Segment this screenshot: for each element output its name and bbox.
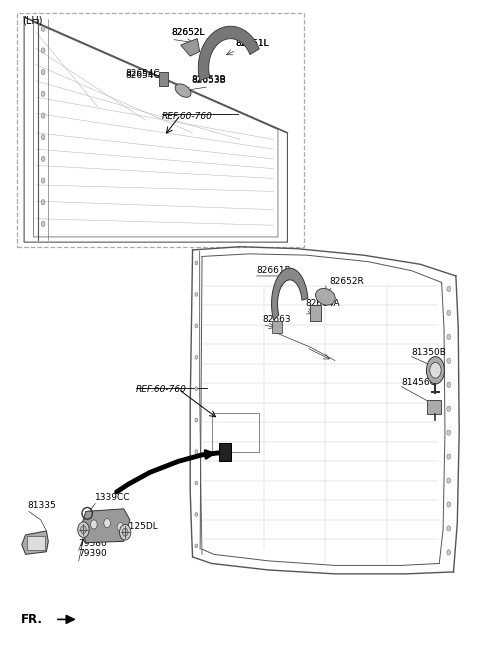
Circle shape bbox=[447, 550, 451, 555]
Text: 1339CC: 1339CC bbox=[96, 493, 131, 502]
Text: 82651L: 82651L bbox=[235, 39, 269, 49]
Text: REF.60-760: REF.60-760 bbox=[136, 385, 187, 394]
Polygon shape bbox=[81, 509, 130, 543]
Text: 82654C: 82654C bbox=[125, 70, 160, 78]
Circle shape bbox=[41, 48, 45, 53]
Circle shape bbox=[41, 178, 45, 183]
Ellipse shape bbox=[426, 357, 444, 384]
Circle shape bbox=[195, 324, 198, 328]
Polygon shape bbox=[198, 26, 259, 81]
Text: 82663: 82663 bbox=[263, 315, 291, 324]
Circle shape bbox=[41, 199, 45, 205]
Text: 82664A: 82664A bbox=[305, 300, 340, 308]
Text: 82661R: 82661R bbox=[257, 266, 291, 275]
Circle shape bbox=[447, 406, 451, 411]
Circle shape bbox=[41, 26, 45, 31]
Circle shape bbox=[195, 512, 198, 516]
Circle shape bbox=[447, 502, 451, 507]
Circle shape bbox=[447, 454, 451, 459]
Circle shape bbox=[447, 335, 451, 339]
Circle shape bbox=[104, 519, 110, 527]
Circle shape bbox=[447, 430, 451, 436]
Bar bbox=[159, 72, 168, 86]
Circle shape bbox=[447, 478, 451, 483]
Polygon shape bbox=[22, 531, 48, 554]
Circle shape bbox=[447, 382, 451, 387]
Circle shape bbox=[91, 520, 97, 529]
Text: 79380: 79380 bbox=[78, 539, 107, 548]
Circle shape bbox=[195, 356, 198, 359]
Text: FR.: FR. bbox=[21, 613, 43, 626]
Bar bbox=[219, 443, 230, 461]
Bar bbox=[427, 400, 441, 414]
Circle shape bbox=[41, 113, 45, 118]
Circle shape bbox=[195, 418, 198, 422]
Circle shape bbox=[117, 522, 124, 531]
Circle shape bbox=[447, 287, 451, 291]
Ellipse shape bbox=[315, 289, 335, 305]
Circle shape bbox=[195, 293, 198, 297]
Polygon shape bbox=[180, 39, 200, 56]
Ellipse shape bbox=[175, 84, 191, 97]
Bar bbox=[17, 12, 304, 247]
Circle shape bbox=[41, 156, 45, 161]
Circle shape bbox=[41, 134, 45, 140]
Circle shape bbox=[447, 358, 451, 363]
Bar bbox=[310, 304, 321, 321]
Text: 81456C: 81456C bbox=[401, 378, 436, 386]
Circle shape bbox=[195, 481, 198, 485]
Circle shape bbox=[122, 528, 128, 536]
Text: 82652L: 82652L bbox=[171, 28, 204, 37]
Text: 79390: 79390 bbox=[78, 549, 107, 558]
Text: 81335: 81335 bbox=[27, 501, 56, 510]
Bar bbox=[26, 536, 45, 550]
Circle shape bbox=[195, 387, 198, 391]
Circle shape bbox=[78, 522, 89, 537]
Circle shape bbox=[81, 525, 86, 533]
Text: 82654C: 82654C bbox=[125, 71, 160, 79]
Text: 82653B: 82653B bbox=[192, 75, 227, 84]
Circle shape bbox=[41, 91, 45, 96]
Circle shape bbox=[447, 310, 451, 316]
Text: (LH): (LH) bbox=[22, 16, 42, 26]
Circle shape bbox=[430, 363, 441, 378]
Text: 81350B: 81350B bbox=[412, 348, 446, 357]
Text: REF.60-760: REF.60-760 bbox=[162, 112, 213, 121]
Circle shape bbox=[447, 526, 451, 531]
Circle shape bbox=[195, 544, 198, 548]
Text: 82652L: 82652L bbox=[171, 28, 204, 37]
Circle shape bbox=[195, 449, 198, 453]
Text: 82653B: 82653B bbox=[192, 75, 227, 85]
Text: 82651L: 82651L bbox=[235, 39, 269, 49]
Circle shape bbox=[41, 221, 45, 226]
Polygon shape bbox=[272, 268, 308, 320]
Bar bbox=[272, 321, 282, 333]
Circle shape bbox=[41, 70, 45, 75]
Circle shape bbox=[195, 261, 198, 265]
Circle shape bbox=[120, 524, 131, 540]
Text: 82652R: 82652R bbox=[329, 277, 364, 287]
Text: 1125DL: 1125DL bbox=[124, 522, 158, 531]
